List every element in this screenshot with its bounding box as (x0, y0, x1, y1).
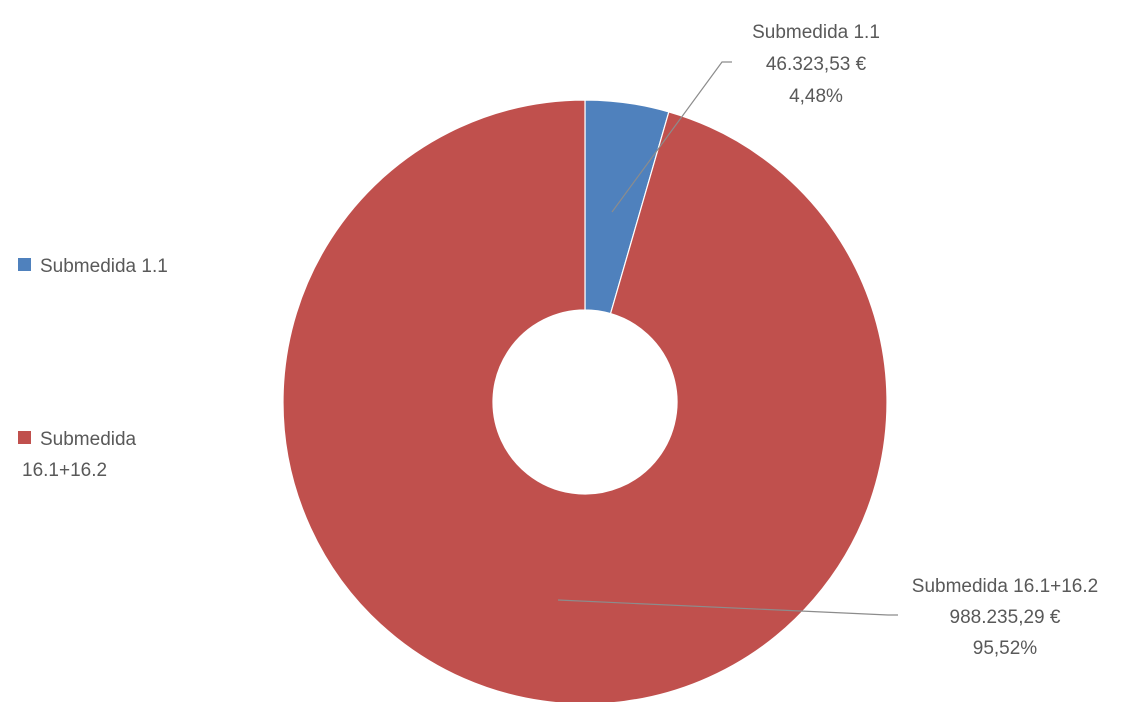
data-label-submedida-1-1-line-2: 46.323,53 € (766, 54, 867, 75)
data-label-submedida-1-1-line-1: Submedida 1.1 (752, 22, 880, 43)
legend-label-submedida-16-1-16-2-line-1: Submedida (40, 429, 137, 450)
slice-submedida-16-1-16-2 (282, 99, 888, 705)
legend-swatch-submedida-16-1-16-2 (18, 431, 31, 444)
data-labels-layer: Submedida 1.1 46.323,53 € 4,48% Submedida 1… (752, 22, 1098, 659)
leader-lines-layer (557, 61, 898, 616)
slices-layer (282, 99, 888, 705)
data-label-submedida-16-1-16-2-line-2: 988.235,29 € (950, 607, 1061, 628)
legend-label-submedida-16-1-16-2-line-2: 16.1+16.2 (22, 460, 107, 481)
leader-line-submedida-16-1-16-2 (557, 599, 898, 616)
data-label-submedida-16-1-16-2-line-3: 95,52% (973, 638, 1038, 659)
leader-line-submedida-1-1 (611, 61, 732, 213)
legend: Submedida 1.1 Submedida 16.1+16.2 (18, 256, 168, 481)
legend-swatch-submedida-1-1 (18, 258, 31, 271)
legend-label-submedida-1-1-line-1: Submedida 1.1 (40, 256, 168, 277)
data-label-submedida-1-1-line-3: 4,48% (789, 86, 843, 107)
data-label-submedida-16-1-16-2-line-1: Submedida 16.1+16.2 (912, 576, 1098, 597)
